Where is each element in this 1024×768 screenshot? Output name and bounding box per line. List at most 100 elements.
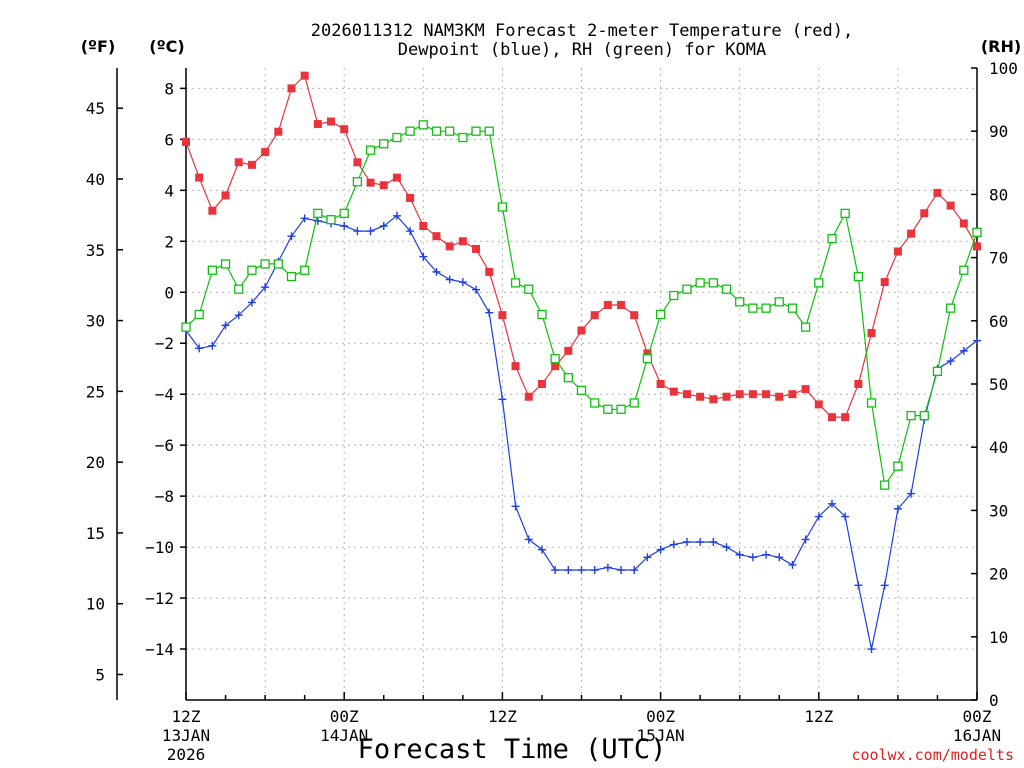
rh-point [827,233,837,244]
dewpoint-point [511,502,520,511]
dewpoint-point [854,581,863,590]
rh-point [550,354,560,364]
dewpoint-point [524,535,533,544]
rh-point [458,132,468,143]
rh-point [365,145,376,155]
2-meter-temperature-point [814,400,823,409]
fahrenheit-tick-label: 20 [86,453,105,472]
2-meter-temperature-point [577,326,586,335]
dewpoint-point [485,308,494,317]
2-meter-temperature-point [854,380,863,388]
2-meter-temperature-point [419,222,428,230]
rh-point [853,271,863,282]
2-meter-temperature-point [472,244,481,253]
rh-point [655,309,666,320]
dewpoint-point [973,336,981,345]
dewpoint-point [656,545,665,554]
rh-point [616,404,626,414]
celsius-tick-label: −6 [155,436,174,455]
dewpoint-point [498,395,507,404]
rh-point [721,284,732,294]
dewpoint-point [195,344,204,353]
celsius-tick-label: −14 [145,640,174,659]
2-meter-temperature-point [669,387,678,396]
source-credit: coolwx.com/modelts [851,746,1014,764]
chart-title-line-2: Dewpoint (blue), RH (green) for KOMA [398,40,766,60]
rh-point [352,177,363,187]
x-tick-label-date: 16JAN [953,726,1001,745]
rh-tick-label: 90 [989,122,1008,141]
2-meter-temperature-point [353,158,362,167]
2-meter-temperature-point [511,362,520,371]
2-meter-temperature-point [445,242,454,251]
x-tick-label-date: 13JAN [162,726,210,745]
rh-tick-label: 80 [989,185,1008,204]
fahrenheit-tick-label: 5 [95,666,105,685]
2-meter-temperature-point [247,160,256,169]
dewpoint-point [313,216,322,225]
dewpoint-point [445,275,454,284]
2-meter-temperature-point [696,392,705,401]
x-axis-title: Forecast Time (UTC) [358,734,667,765]
dewpoint-point [722,543,731,552]
dewpoint-point [775,553,784,562]
2-meter-temperature-point [195,173,204,182]
dewpoint-point [748,553,757,562]
dewpoint-point [392,211,401,220]
rh-point [286,271,297,282]
2-meter-temperature-point [524,392,533,401]
fahrenheit-tick-label: 40 [86,170,105,189]
rh-point [682,284,692,294]
2-meter-temperature-point [590,311,599,320]
2-meter-temperature-point [379,181,388,190]
dewpoint-point [577,566,586,575]
2-meter-temperature-line [185,74,978,418]
2-meter-temperature-point [327,117,336,126]
fahrenheit-tick-label: 25 [86,382,105,401]
2-meter-temperature-point [366,178,375,187]
dewpoint-point [221,321,230,330]
dewpoint-point [880,581,889,590]
rh-tick-label: 20 [989,565,1008,584]
rh-point [735,297,745,307]
rh-point [642,354,653,364]
2-meter-temperature-point [709,395,718,404]
x-tick-label-time: 12Z [488,707,517,726]
rh-point [880,480,890,490]
celsius-tick-label: −4 [155,385,174,404]
fahrenheit-tick-label: 30 [86,312,105,331]
x-tick-label-date: 15JAN [637,726,685,745]
dewpoint-point [814,512,823,521]
rh-tick-label: 10 [989,628,1008,647]
2-meter-temperature-series [182,71,981,422]
fahrenheit-tick-label: 45 [86,99,105,118]
2-meter-temperature-point [392,173,401,182]
2-meter-temperature-point [748,390,757,399]
celsius-tick-label: 2 [164,232,174,251]
dewpoint-point [788,560,797,569]
rh-point [563,373,573,383]
rh-point [207,265,218,275]
2-meter-temperature-point [920,209,929,218]
rh-point [919,410,929,421]
rh-point [761,303,771,313]
2-meter-temperature-point [182,137,190,146]
rh-point [814,278,824,288]
dewpoint-point [551,566,560,575]
celsius-tick-label: 4 [164,181,174,200]
rh-point [313,208,323,219]
rh-point [945,303,956,313]
rh-point [339,208,349,219]
x-tick-label-time: 12Z [804,707,833,726]
2-meter-temperature-point [564,346,573,355]
rh-point [260,259,270,269]
celsius-tick-label: −8 [155,487,174,506]
2-meter-temperature-point [827,413,836,422]
2-meter-temperature-point [485,267,494,276]
2-meter-temperature-point [537,380,546,388]
2-meter-temperature-point [406,193,415,202]
dewpoint-point [379,222,388,230]
2-meter-temperature-point [208,206,217,215]
rh-point [220,259,231,269]
